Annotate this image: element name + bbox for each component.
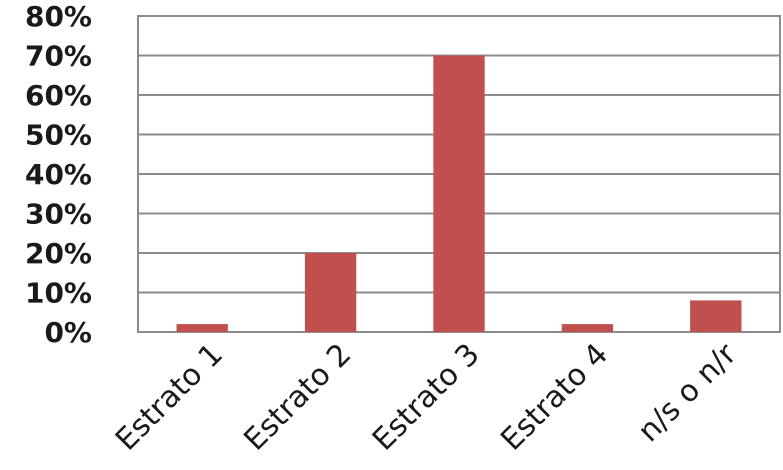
y-tick-label: 50%: [25, 119, 92, 152]
bar-3: [561, 324, 614, 332]
y-tick-label: 60%: [25, 79, 92, 112]
bars: [176, 55, 742, 332]
x-tick-label: n/s o n/r: [631, 336, 744, 449]
x-tick-label: Estrato 4: [494, 337, 615, 458]
y-tick-label: 40%: [25, 158, 92, 191]
y-tick-label: 30%: [25, 198, 92, 231]
y-tick-label: 70%: [25, 40, 92, 73]
y-tick-label: 80%: [25, 0, 92, 33]
x-tick-label: Estrato 3: [366, 337, 487, 458]
bar-0: [176, 324, 228, 332]
y-tick-label: 0%: [44, 316, 92, 349]
bar-1: [304, 253, 357, 332]
y-tick-label: 20%: [25, 237, 92, 270]
y-axis-tick-labels: 0% 10% 20% 30% 40% 50% 60% 70% 80%: [25, 0, 92, 349]
y-tick-label: 10%: [25, 277, 92, 310]
x-tick-label: Estrato 1: [109, 337, 230, 458]
x-tick-label: Estrato 2: [237, 337, 358, 458]
bar-4: [690, 300, 742, 332]
bar-2: [433, 55, 485, 332]
x-axis-tick-labels: Estrato 1 Estrato 2 Estrato 3 Estrato 4 n/s …: [109, 336, 744, 457]
